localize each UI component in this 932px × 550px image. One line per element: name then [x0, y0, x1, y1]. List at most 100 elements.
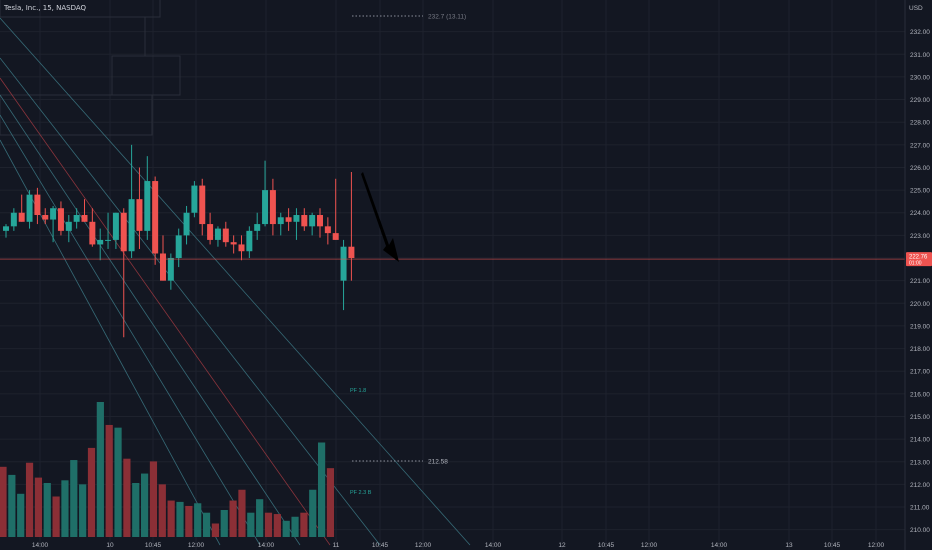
time-tick-label: 10:45	[145, 542, 162, 549]
candle-body[interactable]	[3, 226, 9, 231]
volume-bar	[300, 512, 308, 537]
time-tick-label: 12:00	[188, 542, 205, 549]
volume-bar	[229, 500, 237, 537]
candle-body[interactable]	[230, 242, 237, 245]
volume-bar	[34, 477, 42, 537]
price-tick-label: 231.00	[910, 52, 930, 59]
candle-body[interactable]	[136, 199, 143, 231]
candle-body[interactable]	[348, 246, 355, 259]
volume-bar	[256, 499, 264, 537]
candle-body[interactable]	[128, 199, 135, 252]
price-tick-label: 216.00	[910, 391, 930, 398]
volume-bar	[8, 474, 16, 537]
price-tick-label: 220.00	[910, 301, 930, 308]
candle-body[interactable]	[57, 208, 64, 231]
fan-line[interactable]	[0, 57, 381, 546]
candle-body[interactable]	[309, 215, 316, 227]
candle-body[interactable]	[191, 185, 198, 213]
time-tick-label: 14:00	[258, 542, 275, 549]
time-tick-label: 10:45	[598, 542, 615, 549]
time-tick-label: 14:00	[711, 542, 728, 549]
fan-line[interactable]	[0, 77, 331, 546]
price-tick-label: 224.00	[910, 210, 930, 217]
candle-body[interactable]	[18, 212, 25, 222]
candle-body[interactable]	[89, 221, 96, 245]
pf-label: PF 1.8	[350, 388, 366, 394]
price-tick-label: 221.00	[910, 278, 930, 285]
volume-bar	[87, 447, 96, 537]
price-tick-label: 219.00	[910, 323, 930, 330]
volume-bar	[167, 500, 175, 537]
candle-body[interactable]	[73, 215, 80, 222]
volume-bar	[185, 505, 193, 537]
candle-body[interactable]	[340, 246, 347, 281]
candle-body[interactable]	[183, 212, 190, 236]
volume-bar	[238, 489, 246, 537]
pf-label: PF 2.3 B	[350, 490, 372, 496]
volume-bar	[176, 501, 184, 537]
candle-body[interactable]	[262, 190, 269, 225]
volume-bar	[326, 468, 335, 537]
candle-body[interactable]	[34, 194, 41, 216]
fan-line[interactable]	[0, 114, 261, 546]
candle-body[interactable]	[317, 215, 323, 227]
time-tick-label: 12	[558, 542, 566, 549]
candle-body[interactable]	[269, 190, 276, 225]
volume-bar	[291, 516, 299, 537]
candle-body[interactable]	[10, 212, 17, 227]
candle-body[interactable]	[222, 228, 229, 243]
volume-bar	[105, 424, 113, 537]
volume-bar	[158, 484, 166, 537]
time-tick-label: 13	[785, 542, 793, 549]
price-tick-label: 229.00	[910, 97, 930, 104]
candle-body[interactable]	[277, 217, 284, 225]
candle-body[interactable]	[160, 253, 166, 281]
volume-bar	[202, 512, 211, 537]
time-tick-label: 10	[106, 542, 114, 549]
candle-body[interactable]	[26, 194, 33, 222]
lower-level-label: 212.58	[428, 459, 448, 466]
candle-body[interactable]	[112, 212, 119, 240]
candle-body[interactable]	[167, 258, 174, 281]
volume-bar	[0, 466, 7, 537]
fan-line[interactable]	[0, 17, 471, 546]
candle-body[interactable]	[214, 228, 221, 240]
time-tick-label: 14:00	[485, 542, 502, 549]
candle-body[interactable]	[50, 208, 57, 220]
candle-body[interactable]	[175, 235, 182, 259]
candle-body[interactable]	[65, 221, 72, 231]
volume-bar	[273, 514, 281, 537]
candle-body[interactable]	[332, 233, 339, 240]
candle-body[interactable]	[97, 239, 104, 245]
candle-body[interactable]	[254, 224, 261, 231]
volume-bar	[264, 512, 273, 537]
candle-body[interactable]	[285, 217, 292, 222]
candle-body[interactable]	[199, 185, 206, 225]
price-axis[interactable]	[905, 0, 932, 550]
candle-body[interactable]	[120, 212, 127, 252]
volume-bar	[282, 520, 290, 537]
candle-body[interactable]	[152, 181, 159, 254]
candle-body[interactable]	[246, 230, 253, 252]
price-tick-label: 227.00	[910, 142, 930, 149]
candle-body[interactable]	[42, 215, 49, 220]
fan-line[interactable]	[0, 94, 301, 546]
candle-body[interactable]	[293, 215, 300, 222]
current-price-countdown: 01:00	[909, 261, 922, 267]
candle-body[interactable]	[144, 181, 151, 231]
arrow-annotation[interactable]	[361, 172, 399, 262]
volume-bar	[247, 512, 255, 537]
drawing-box	[0, 94, 153, 136]
price-tick-label: 211.00	[910, 505, 930, 512]
candle-body[interactable]	[207, 224, 214, 240]
candle-body[interactable]	[324, 226, 331, 234]
candle-body[interactable]	[301, 215, 308, 227]
time-tick-label: 10:45	[824, 542, 841, 549]
candle-body[interactable]	[105, 239, 112, 241]
candle-body[interactable]	[81, 215, 88, 222]
price-tick-label: 210.00	[910, 527, 930, 534]
volume-bar	[149, 461, 158, 537]
candle-body[interactable]	[238, 244, 245, 252]
